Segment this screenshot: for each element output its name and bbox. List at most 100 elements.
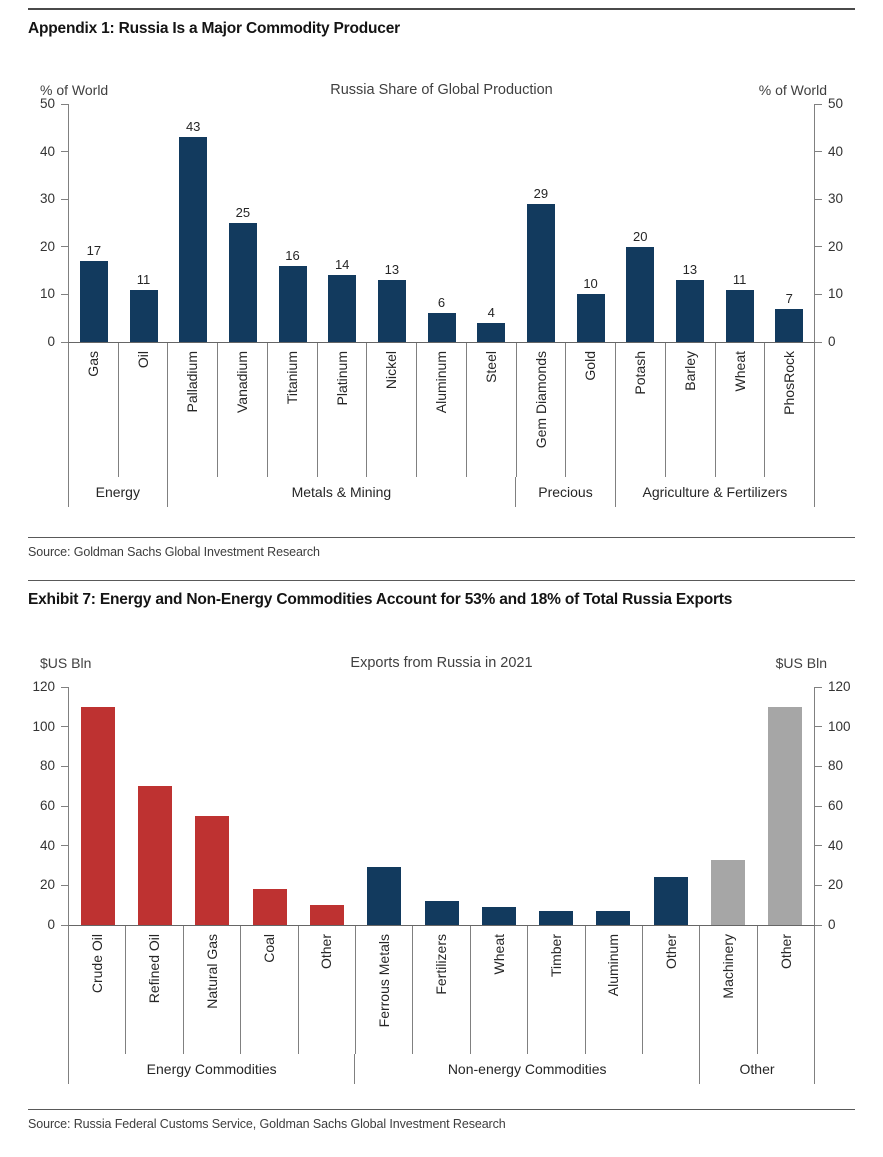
y-tick-mark (61, 845, 68, 847)
group-label: Energy Commodities (146, 1061, 277, 1077)
y-tick-mark (815, 924, 822, 926)
y-tick-label: 120 (32, 679, 55, 694)
group-cell-energy-commodities: Energy Commodities (68, 1054, 356, 1084)
category-cell-titanium: Titanium (268, 343, 318, 477)
y-tick-label: 0 (828, 917, 836, 932)
value-label-steel: 4 (487, 304, 495, 320)
y-tick-mark (61, 726, 68, 728)
category-cell-steel: Steel (467, 343, 517, 477)
y-tick-label: 10 (39, 286, 55, 302)
category-label-natural-gas: Natural Gas (203, 934, 220, 1009)
category-axis: Crude Oil Refined Oil Natural Gas Coal Other… (68, 926, 816, 1054)
chart-exports-from-russia-2021: $US Bln Exports from Russia in 2021 $US … (28, 655, 855, 1084)
value-label-platinum: 14 (334, 257, 350, 273)
y-tick-mark (815, 151, 822, 153)
category-cell-vanadium: Vanadium (218, 343, 268, 477)
bar-crude-oil (80, 706, 115, 925)
bar-slot-oil: 11 (119, 273, 169, 342)
chart-header: % of World Russia Share of Global Produc… (28, 82, 855, 100)
category-label-potash: Potash (632, 351, 649, 395)
category-cell-wheat: Wheat (471, 926, 529, 1054)
y-tick-label: 10 (828, 286, 844, 302)
plot-area: 17 11 43 25 16 14 13 6 4 29 10 20 13 11 7 (68, 104, 815, 343)
category-cell-other: Other (643, 926, 701, 1054)
category-cell-crude-oil: Crude Oil (68, 926, 127, 1054)
category-cell-ferrous-metals: Ferrous Metals (356, 926, 414, 1054)
value-label-palladium: 43 (185, 119, 201, 135)
y-tick-mark (815, 341, 822, 343)
y-tick-label: 30 (39, 191, 55, 207)
category-cell-platinum: Platinum (318, 343, 368, 477)
y-tick-mark (815, 845, 822, 847)
bar-gem-diamonds (526, 203, 555, 342)
y-tick-mark (61, 805, 68, 807)
y-tick-label: 30 (828, 191, 844, 207)
group-label: Other (739, 1061, 775, 1077)
group-axis-row: Energy Commodities Non-energy Commodities… (28, 1054, 855, 1084)
category-cell-palladium: Palladium (168, 343, 219, 477)
bar-slot-other (298, 905, 355, 925)
category-label-machinery: Machinery (720, 934, 737, 999)
bar-phosrock (775, 308, 804, 342)
bar-coal (252, 889, 287, 925)
y-tick-mark (815, 726, 822, 728)
category-label-palladium: Palladium (184, 351, 201, 413)
bar-oil (129, 289, 158, 342)
category-label-other: Other (662, 934, 679, 970)
bar-slot-vanadium: 25 (218, 206, 268, 342)
y-axis-right: 0 20 40 60 80 100 120 (815, 679, 855, 932)
page-content: Appendix 1: Russia Is a Major Commodity … (28, 8, 855, 1131)
y-axis-left: 0 20 40 60 80 100 120 (28, 679, 68, 932)
bar-timber (539, 911, 574, 925)
category-cell-gas: Gas (68, 343, 119, 477)
category-axis-row: Gas Oil Palladium Vanadium Titanium Platinum N… (28, 343, 855, 477)
source-line-appendix-1: Source: Goldman Sachs Global Investment … (28, 537, 855, 559)
group-cell-energy: Energy (68, 477, 168, 507)
bar-platinum (328, 275, 357, 342)
value-label-barley: 13 (682, 262, 698, 278)
plot-area (68, 687, 815, 926)
bar-slot-gas: 17 (69, 244, 119, 342)
y-tick-mark (815, 103, 822, 105)
bar-other (768, 706, 803, 925)
category-cell-refined-oil: Refined Oil (126, 926, 184, 1054)
bar-slot-potash: 20 (615, 230, 665, 342)
category-cell-natural-gas: Natural Gas (184, 926, 242, 1054)
category-label-titanium: Titanium (283, 351, 300, 405)
source-line-exhibit-7: Source: Russia Federal Customs Service, … (28, 1109, 855, 1131)
value-label-nickel: 13 (384, 262, 400, 278)
bar-slot-timber (528, 911, 585, 925)
value-label-oil: 11 (136, 271, 151, 287)
group-label: Energy (95, 484, 140, 500)
category-label-fertilizers: Fertilizers (433, 934, 450, 995)
bar-slot-aluminum (585, 911, 642, 925)
bar-nickel (377, 280, 406, 342)
bar-ferrous-metals (367, 867, 402, 925)
bar-slot-wheat (470, 907, 527, 925)
bar-slot-other (757, 706, 814, 925)
y-tick-label: 100 (828, 718, 851, 734)
y-tick-label: 80 (39, 758, 55, 774)
bar-gas (79, 261, 108, 342)
bar-other (309, 905, 344, 925)
category-cell-wheat: Wheat (716, 343, 766, 477)
category-label-gas: Gas (85, 351, 102, 377)
y-tick-label: 100 (32, 718, 55, 734)
bar-gold (576, 294, 605, 342)
category-label-platinum: Platinum (333, 351, 350, 406)
category-label-aluminum: Aluminum (605, 934, 622, 997)
bar-refined-oil (137, 786, 172, 925)
group-axis-row: Energy Metals & Mining Precious Agriculture… (28, 477, 855, 507)
y-tick-mark (61, 765, 68, 767)
group-label: Agriculture & Fertilizers (642, 484, 788, 500)
category-axis: Gas Oil Palladium Vanadium Titanium Platinum N… (68, 343, 816, 477)
y-tick-label: 50 (828, 96, 844, 111)
y-axis-left: 0 10 20 30 40 50 (28, 96, 68, 349)
y-tick-mark (815, 246, 822, 248)
category-label-refined-oil: Refined Oil (146, 934, 163, 1004)
category-cell-machinery: Machinery (700, 926, 758, 1054)
category-label-nickel: Nickel (383, 351, 400, 390)
value-label-gas: 17 (86, 243, 102, 259)
category-cell-barley: Barley (666, 343, 716, 477)
y-tick-label: 20 (828, 877, 844, 893)
